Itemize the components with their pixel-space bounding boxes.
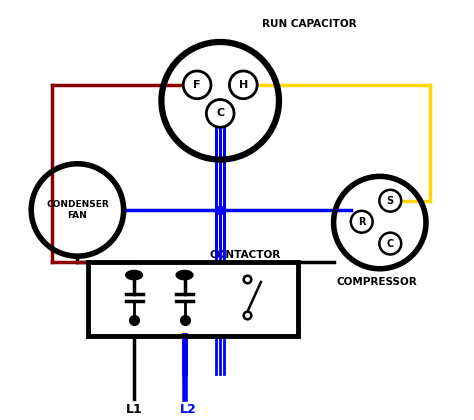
Circle shape — [229, 71, 257, 99]
Text: C: C — [216, 108, 224, 118]
Text: S: S — [387, 196, 394, 206]
Ellipse shape — [176, 270, 193, 280]
Text: F: F — [193, 80, 201, 90]
Circle shape — [379, 190, 401, 212]
Text: CONTACTOR: CONTACTOR — [210, 250, 281, 260]
Text: R: R — [358, 217, 365, 227]
Text: L1: L1 — [126, 403, 143, 416]
Text: C: C — [387, 239, 394, 249]
Circle shape — [206, 100, 234, 127]
Bar — [88, 262, 298, 336]
Circle shape — [183, 71, 211, 99]
Text: H: H — [239, 80, 248, 90]
Text: COMPRESSOR: COMPRESSOR — [337, 277, 418, 287]
Text: CONDENSER
FAN: CONDENSER FAN — [46, 200, 109, 220]
Circle shape — [379, 233, 401, 255]
Text: L2: L2 — [180, 403, 197, 416]
Ellipse shape — [126, 270, 143, 280]
Circle shape — [351, 211, 373, 233]
Text: RUN CAPACITOR: RUN CAPACITOR — [262, 19, 357, 29]
